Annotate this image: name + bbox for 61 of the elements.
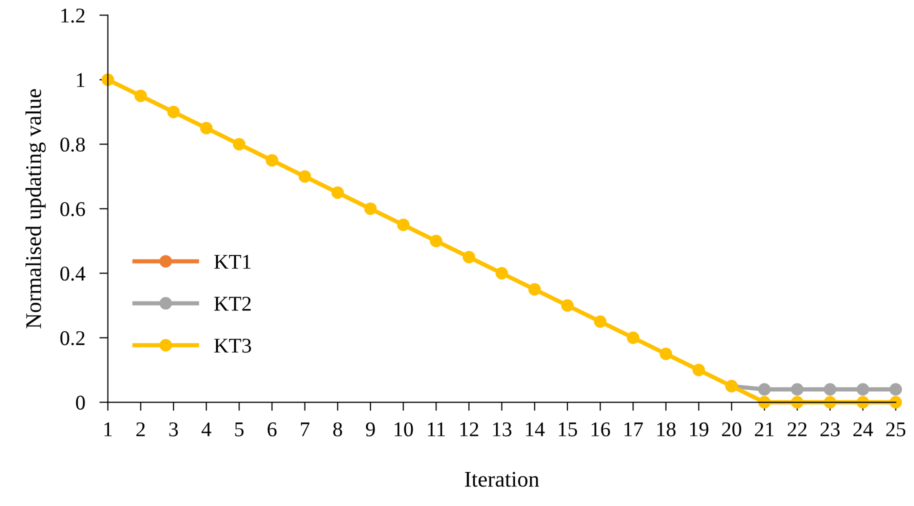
legend-label: KT1 — [214, 254, 251, 269]
legend-label: KT2 — [214, 296, 251, 311]
x-tick-label: 23 — [820, 422, 840, 436]
x-tick-label: 1 — [104, 422, 112, 436]
x-tick-label: 17 — [624, 422, 643, 436]
point — [200, 122, 213, 134]
point — [167, 106, 180, 118]
y-tick-label: 0.4 — [60, 266, 86, 281]
point — [462, 250, 476, 264]
point — [134, 90, 147, 102]
x-tick-label: 5 — [235, 422, 244, 436]
legend-label: KT3 — [214, 338, 252, 353]
x-tick-label: 21 — [754, 422, 774, 436]
y-tick-label: 0.8 — [60, 138, 85, 152]
point — [660, 348, 672, 360]
x-tick-label: 20 — [722, 422, 742, 436]
x-tick-label: 12 — [460, 422, 478, 436]
x-tick-label: 24 — [853, 422, 873, 436]
point — [430, 234, 442, 248]
y-tick-label: 1.2 — [61, 8, 84, 23]
x-tick-label: 16 — [592, 422, 610, 436]
point — [790, 383, 804, 396]
x-tick-label: 2 — [136, 422, 145, 436]
point — [889, 383, 902, 396]
point — [528, 283, 541, 296]
x-tick-label: 10 — [394, 422, 413, 436]
x-tick-label: 15 — [558, 422, 578, 436]
y-tick-label: 0.2 — [60, 331, 84, 346]
x-tick-label: 25 — [886, 422, 906, 436]
point — [331, 186, 344, 199]
x-tick-label: 13 — [493, 422, 512, 436]
x-tick-label: 8 — [333, 422, 342, 436]
x-tick-label: 14 — [526, 422, 545, 436]
point — [102, 73, 114, 86]
y-tick-label: 1 — [77, 73, 84, 87]
x-tick-label: 19 — [690, 422, 708, 436]
point — [824, 383, 836, 396]
point — [298, 170, 312, 183]
x-tick-label: 18 — [657, 422, 676, 436]
point — [397, 218, 410, 232]
y-tick-label: 0 — [76, 396, 85, 410]
point — [266, 154, 278, 167]
point — [561, 299, 574, 312]
point — [626, 332, 640, 344]
point — [594, 315, 607, 328]
point — [364, 202, 377, 215]
point — [692, 364, 706, 376]
point — [856, 383, 870, 396]
y-tick-label: 0.6 — [60, 202, 86, 216]
x-tick-label: 6 — [268, 422, 277, 436]
point — [232, 138, 246, 150]
x-tick-label: 7 — [300, 422, 310, 436]
x-tick-label: 11 — [428, 422, 445, 436]
x-tick-label: 22 — [788, 422, 807, 436]
x-tick-label: 3 — [169, 422, 178, 436]
x-tick-label: 4 — [202, 422, 212, 436]
x-tick-label: 9 — [366, 422, 375, 436]
point — [758, 383, 771, 396]
point — [496, 266, 508, 280]
y-axis-title: Normalised updating value — [25, 89, 46, 328]
x-axis-title: Iteration — [464, 472, 540, 487]
